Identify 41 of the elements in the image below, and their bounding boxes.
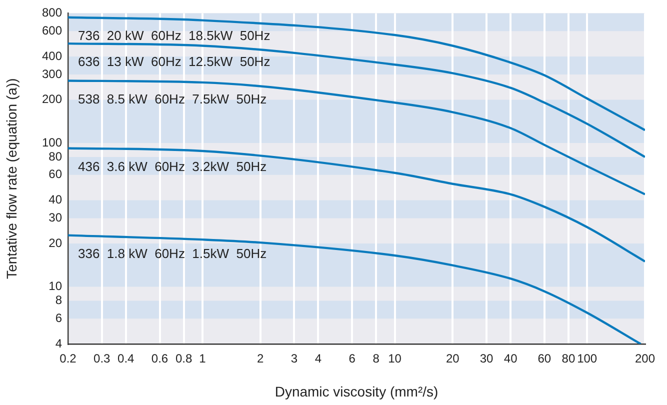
x-tick-label: 4: [314, 352, 322, 366]
x-tick-label: 100: [577, 352, 598, 366]
x-tick-label: 40: [504, 352, 518, 366]
x-tick-label: 60: [538, 352, 552, 366]
series-label: 736 20 kW 60Hz 18.5kW 50Hz: [78, 28, 270, 43]
x-axis-title: Dynamic viscosity (mm²/s): [274, 383, 438, 400]
series-label: 336 1.8 kW 60Hz 1.5kW 50Hz: [78, 246, 267, 261]
x-tick-label: 0.4: [118, 352, 135, 366]
y-tick-label: 8: [55, 293, 62, 308]
y-axis-title: Tentative flow rate (equation (a)): [3, 78, 20, 279]
x-tick-label: 2: [256, 352, 264, 366]
series-label: 636 13 kW 60Hz 12.5kW 50Hz: [78, 54, 270, 70]
y-tick-label: 800: [42, 6, 62, 20]
y-tick-label: 80: [48, 149, 62, 164]
x-tick-label: 6: [348, 352, 356, 366]
x-tick-label: 200: [634, 352, 656, 366]
x-tick-label: 0.3: [94, 352, 111, 366]
y-tick-label: 40: [48, 192, 62, 207]
y-tick-label: 20: [48, 236, 62, 250]
x-tick-label: 3: [290, 352, 298, 366]
y-tick-label: 400: [42, 48, 62, 63]
y-tick-label: 100: [42, 135, 62, 150]
series-label: 436 3.6 kW 60Hz 3.2kW 50Hz: [78, 158, 267, 174]
y-tick-label: 30: [48, 210, 62, 225]
x-tick-label: 8: [372, 352, 380, 366]
y-tick-label: 300: [42, 66, 62, 81]
x-tick-label: 10: [388, 352, 402, 366]
x-tick-label: 1: [199, 352, 206, 366]
x-tick-label: 0.6: [151, 352, 168, 366]
y-tick-label: 6: [55, 310, 62, 325]
y-tick-label: 4: [55, 336, 62, 350]
x-tick-label: 80: [562, 352, 576, 366]
y-tick-label: 600: [42, 23, 62, 38]
x-tick-label: 30: [480, 352, 494, 366]
x-tick-label: 0.8: [175, 352, 192, 366]
y-tick-label: 60: [48, 167, 62, 182]
y-tick-label: 10: [48, 279, 62, 294]
x-tick-label: 0.2: [60, 352, 77, 366]
x-tick-label: 20: [446, 352, 460, 366]
y-tick-label: 200: [42, 92, 62, 106]
series-label: 538 8.5 kW 60Hz 7.5kW 50Hz: [78, 91, 267, 106]
